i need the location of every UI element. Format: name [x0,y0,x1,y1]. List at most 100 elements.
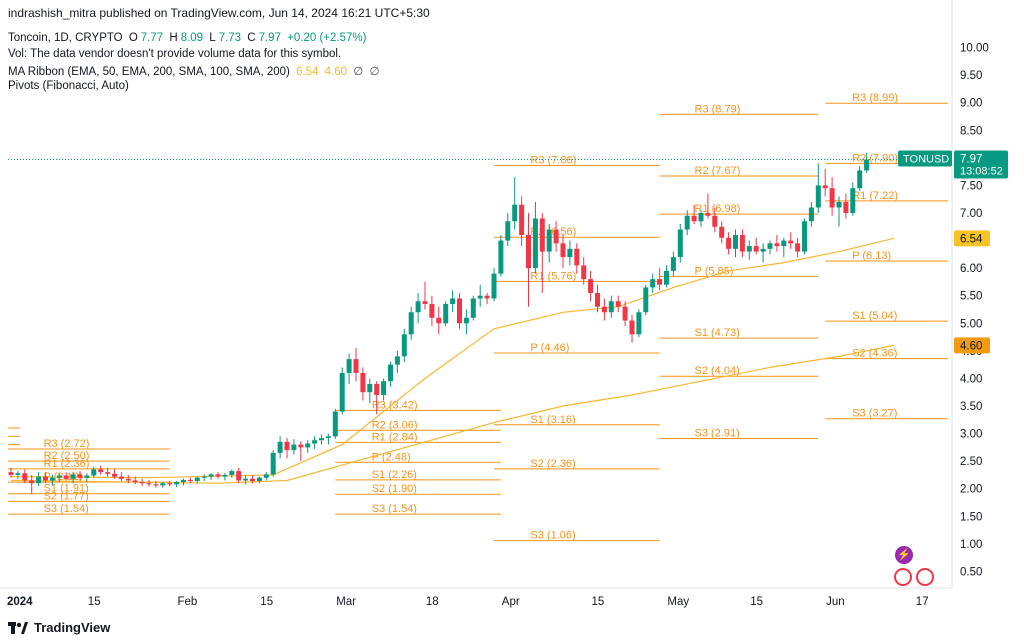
candle-body [429,303,435,318]
candle-body [312,440,318,444]
candle-body [22,473,28,481]
candle-body [325,436,331,438]
candle-body [477,295,483,299]
candle-body [470,298,476,318]
candle-body [256,477,262,482]
pivots-legend[interactable]: Pivots (Fibonacci, Auto) [8,80,129,92]
high-value: 8.09 [180,32,204,44]
candle-body [850,188,856,213]
candle-body [229,471,235,475]
tradingview-brand: TradingView [34,620,111,635]
candle-body [270,452,276,475]
candle-body [691,215,697,222]
x-tick-label: Apr [502,596,520,608]
candle-body [153,484,159,486]
y-tick-label: 8.50 [960,125,982,137]
y-tick-label: 0.50 [960,566,982,578]
us-event-icon-2[interactable] [916,568,934,586]
publisher-line: indrashish_mitra published on TradingVie… [8,6,430,20]
y-tick-label: 5.50 [960,291,982,303]
pivot-label: S2 (4.36) [852,348,897,360]
lightning-icon[interactable]: ⚡ [895,546,913,564]
y-tick-label: 5.00 [960,318,982,330]
candle-body [105,472,111,474]
candle-body [664,270,669,285]
y-tick-label: 7.00 [960,208,982,220]
candle-body [622,306,628,321]
candle-body [360,372,366,393]
symbol-name[interactable]: Toncoin, 1D, CRYPTO [8,32,123,44]
candle-body [608,301,614,313]
candle-body [705,212,711,216]
candle-body [436,317,442,324]
candle-body [491,273,497,299]
candle-body [726,237,732,249]
pivot-label: S2 (4.04) [695,365,740,377]
us-event-icon-1[interactable] [894,568,912,586]
ma-value-3-na-icon: ∅ [353,66,364,78]
candle-body [332,411,338,437]
pivot-label: R1 (7.22) [852,190,898,202]
candle-body [822,185,828,189]
candle-body [615,301,621,307]
candle-body [43,476,48,481]
last-price-badge [954,150,1008,179]
ma-value-1: 6.54 [296,66,319,78]
candle-body [712,215,718,227]
pivot-label: R3 (3.42) [372,399,418,411]
candle-body [553,229,559,244]
candle-body [733,235,738,249]
candle-body [629,320,635,335]
ma-ribbon-legend[interactable]: MA Ribbon (EMA, 50, EMA, 200, SMA, 100, … [8,64,383,78]
ma-badge-bg [954,337,990,354]
pivot-label: R1 (6.98) [695,203,741,215]
tradingview-logo[interactable]: TradingView [8,620,110,635]
pivot-label: P (5.85) [695,265,734,277]
candle-body [774,243,780,247]
candle-body [388,364,393,382]
pivot-label: S1 (2.26) [372,469,417,481]
candle-body [194,477,200,482]
pivot-label: S1 (5.04) [852,310,897,322]
candle-body [684,215,690,230]
ohlc-values: O 7.77 H 8.09 L 7.73 C 7.97 +0.20 (+2.57%) [128,32,367,44]
x-tick-label: 15 [260,596,273,608]
y-tick-label: 2.50 [960,456,982,468]
pivot-label: R2 (7.90) [852,152,898,164]
x-tick-label: Jun [826,596,845,608]
candle-body [760,248,766,252]
candle-body [753,246,759,252]
candle-body [539,218,545,252]
candle-body [567,248,573,258]
candle-body [374,383,380,395]
candle-body [77,474,83,478]
pivot-label: S1 (1.91) [44,483,89,495]
candle-body [546,229,552,252]
candle-body [422,301,428,304]
candle-body [208,474,214,477]
candle-body [346,359,352,373]
open-value: 7.77 [140,32,164,44]
x-tick-label: 2024 [7,596,33,608]
candle-body [8,472,14,475]
candle-body [719,226,725,238]
candle-body [353,359,359,373]
candle-body [305,443,311,448]
candle-body [236,471,242,481]
candle-body [49,477,55,481]
candle-body [215,474,221,477]
pivot-label: P (4.46) [530,342,569,354]
x-tick-label: 15 [750,596,763,608]
candle-body [139,482,145,484]
candle-body [595,292,600,307]
candle-body [98,469,104,473]
candle-body [243,478,249,481]
pivot-label: S3 (1.06) [530,530,575,542]
candle-body [201,476,207,478]
y-tick-label: 3.00 [960,429,982,441]
candle-body [836,201,842,208]
candle-body [29,480,35,484]
